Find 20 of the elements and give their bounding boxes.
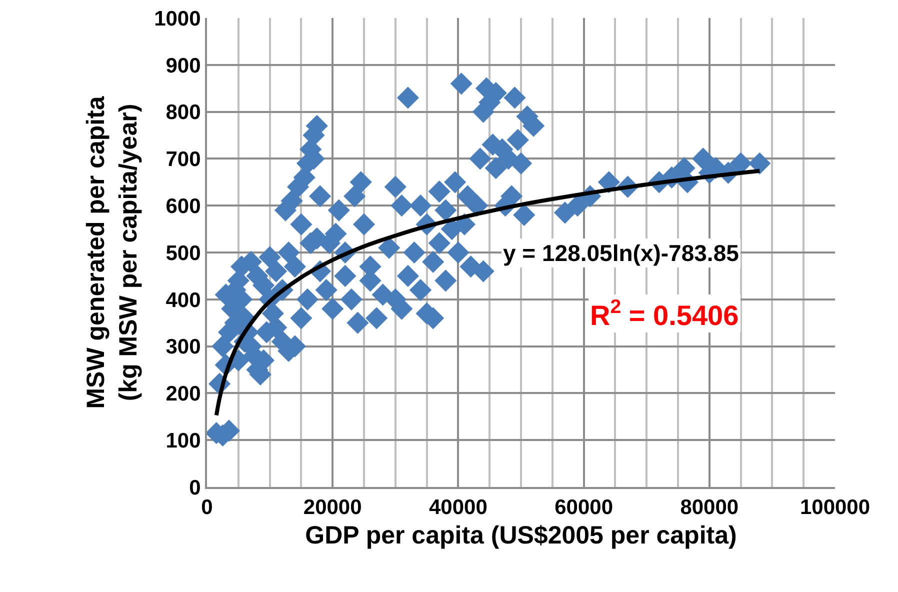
y-tick-label: 300 — [166, 336, 201, 359]
y-tick-label: 400 — [166, 288, 201, 312]
y-tick-label: 100 — [166, 429, 201, 452]
y-axis-title: MSW generated per capita (kg MSW per capita/year) — [82, 95, 142, 409]
y-tick-label: 500 — [166, 242, 201, 265]
y-tick-label: 200 — [166, 382, 201, 406]
x-axis-title: GDP per capita (US$2005 per capita) — [305, 522, 737, 550]
x-tick-label: 100000 — [800, 496, 870, 520]
x-tick-label: 80000 — [680, 496, 739, 520]
y-tick-label: 700 — [166, 148, 201, 172]
annotation: R$^{2}$ = 0.5406 — [590, 296, 739, 331]
x-tick-label: 40000 — [428, 496, 488, 520]
x-tick-label: 60000 — [554, 496, 614, 520]
y-tick-label: 0 — [189, 476, 201, 500]
y-tick-label: 900 — [166, 54, 201, 78]
y-tick-label: 1000 — [154, 7, 201, 30]
y-tick-label: 800 — [166, 101, 201, 124]
x-tick-label: 20000 — [303, 496, 362, 520]
y-tick-label: 600 — [166, 194, 201, 218]
annotation: y = 128.05ln(x)-783.85 — [503, 240, 740, 266]
